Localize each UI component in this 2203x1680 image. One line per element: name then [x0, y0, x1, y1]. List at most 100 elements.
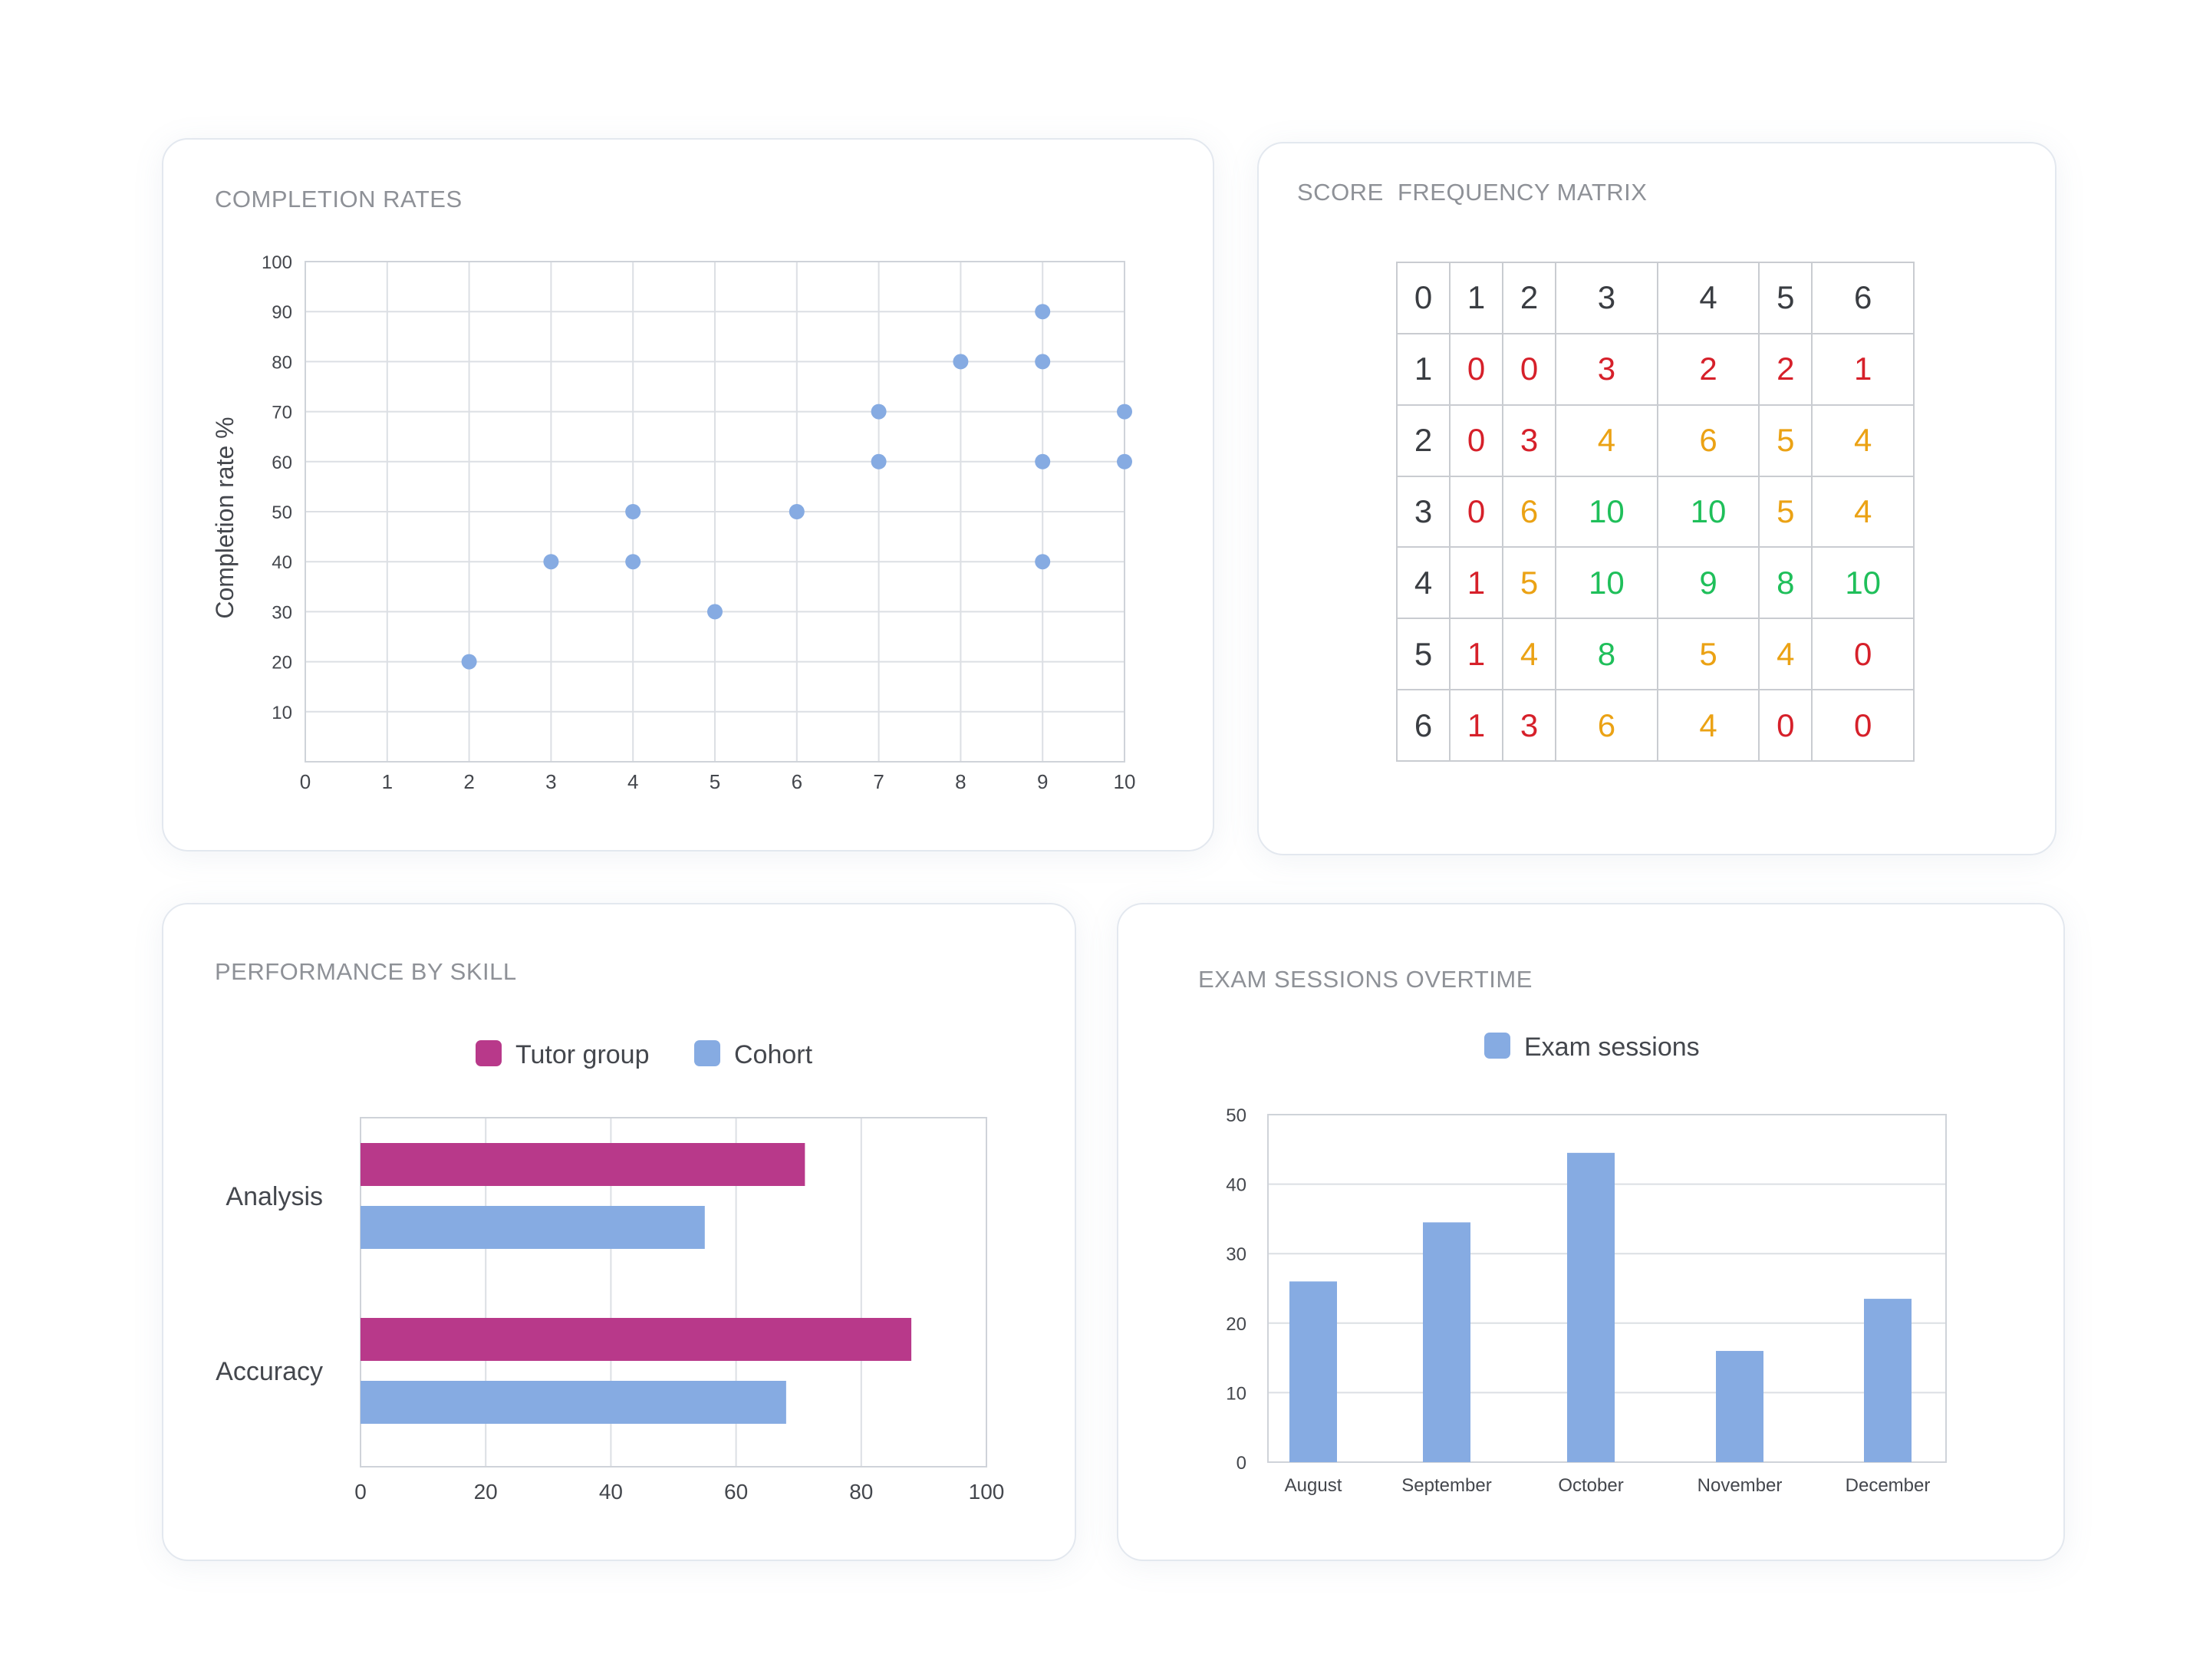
matrix-cell: 10	[1656, 475, 1760, 548]
y-axis-label: Completion rate %	[211, 417, 239, 618]
matrix-cell: 1	[1449, 689, 1504, 762]
matrix-row: 4 1 5 10 9 8 10	[1395, 546, 1915, 620]
matrix-column-header: 3	[1555, 262, 1658, 334]
x-tick-label: 0	[354, 1480, 367, 1504]
x-tick-label: 5	[710, 770, 720, 793]
matrix-row-header: 3	[1395, 475, 1451, 548]
matrix-cell: 4	[1656, 689, 1760, 762]
matrix-cell: 0	[1449, 404, 1504, 477]
y-tick-label: 100	[262, 252, 292, 273]
legend-label: Tutor group	[515, 1040, 650, 1069]
y-tick-label: 10	[272, 703, 292, 723]
y-tick-label: 40	[272, 552, 292, 573]
x-tick-label: 8	[955, 770, 966, 793]
matrix-column-header: 5	[1758, 262, 1813, 334]
scatter-point	[625, 554, 641, 570]
x-tick-label: 40	[599, 1480, 623, 1504]
matrix-cell: 4	[1811, 404, 1915, 477]
x-tick-label: 10	[1114, 770, 1136, 793]
scatter-point	[953, 354, 969, 370]
y-tick-label: 0	[1237, 1453, 1246, 1474]
x-tick-label: 60	[724, 1480, 748, 1504]
matrix-cell: 5	[1502, 546, 1557, 620]
matrix-cell: 0	[1449, 475, 1504, 548]
matrix-row-header: 1	[1395, 332, 1451, 406]
matrix-cell: 1	[1449, 546, 1504, 620]
matrix-row-header: 5	[1395, 618, 1451, 691]
matrix-cell: 10	[1555, 475, 1658, 548]
category-label: Analysis	[226, 1182, 323, 1211]
legend-swatch	[694, 1040, 720, 1066]
y-tick-label: 50	[272, 502, 292, 523]
x-tick-label: August	[1285, 1475, 1342, 1496]
bar	[361, 1318, 912, 1361]
matrix-cell: 6	[1502, 475, 1557, 548]
matrix-cell: 5	[1758, 475, 1813, 548]
x-tick-label: November	[1698, 1475, 1783, 1496]
scatter-point	[789, 504, 805, 519]
matrix-cell: 8	[1555, 618, 1658, 691]
bar	[361, 1143, 805, 1186]
x-tick-label: 9	[1037, 770, 1048, 793]
matrix-cell: 10	[1811, 546, 1915, 620]
scatter-point	[871, 404, 887, 420]
scatter-point	[1035, 304, 1051, 320]
scatter-point	[1117, 453, 1132, 469]
bar	[361, 1206, 705, 1249]
matrix-cell: 5	[1656, 618, 1760, 691]
plot-frame	[360, 1117, 987, 1468]
card-title: SCORE FREQUENCY MATRIX	[1297, 179, 1648, 206]
x-tick-label: September	[1401, 1475, 1491, 1496]
score-frequency-matrix: 0 1 2 3 4 5 6 1 0 0 3 2 2 1 2 0 3 4 6 5 4 3 0 6 10 10 5 4 4 1 5 10 9 8 10 5…	[1395, 262, 1915, 762]
matrix-column-header: 2	[1502, 262, 1557, 334]
bar	[1567, 1152, 1615, 1462]
y-tick-label: 80	[272, 352, 292, 373]
scatter-point	[1035, 453, 1051, 469]
matrix-cell: 2	[1758, 332, 1813, 406]
x-tick-label: 3	[545, 770, 556, 793]
category-label: Accuracy	[216, 1357, 323, 1386]
matrix-cell: 2	[1656, 332, 1760, 406]
x-tick-label: 7	[873, 770, 884, 793]
completion-rates-card: COMPLETION RATES	[162, 138, 1214, 852]
plot-frame	[305, 261, 1125, 763]
scatter-point	[461, 654, 477, 670]
scatter-point	[543, 554, 559, 570]
matrix-cell: 4	[1811, 475, 1915, 548]
matrix-cell: 1	[1811, 332, 1915, 406]
card-title: PERFORMANCE BY SKILL	[215, 958, 517, 985]
x-tick-label: 0	[300, 770, 311, 793]
bar	[1864, 1299, 1912, 1462]
x-tick-label: 2	[463, 770, 474, 793]
y-tick-label: 10	[1226, 1383, 1246, 1404]
y-tick-label: 60	[272, 453, 292, 473]
matrix-cell: 3	[1502, 689, 1557, 762]
scatter-point	[1035, 354, 1051, 370]
matrix-cell: 4	[1758, 618, 1813, 691]
matrix-cell: 3	[1555, 332, 1658, 406]
scatter-point	[625, 504, 641, 519]
matrix-cell: 0	[1811, 618, 1915, 691]
legend-swatch	[1484, 1033, 1510, 1059]
matrix-cell: 3	[1502, 404, 1557, 477]
matrix-cell: 4	[1555, 404, 1658, 477]
y-tick-label: 40	[1226, 1175, 1246, 1196]
scatter-point	[707, 604, 723, 620]
matrix-column-header: 1	[1449, 262, 1504, 334]
matrix-row: 3 0 6 10 10 5 4	[1395, 475, 1915, 548]
y-tick-label: 50	[1226, 1105, 1246, 1126]
y-tick-label: 90	[272, 302, 292, 323]
matrix-cell: 6	[1555, 689, 1658, 762]
matrix-row-header: 4	[1395, 546, 1451, 620]
matrix-column-header: 4	[1656, 262, 1760, 334]
y-tick-label: 20	[1226, 1314, 1246, 1335]
x-tick-label: December	[1846, 1475, 1931, 1496]
x-tick-label: 100	[969, 1480, 1005, 1504]
